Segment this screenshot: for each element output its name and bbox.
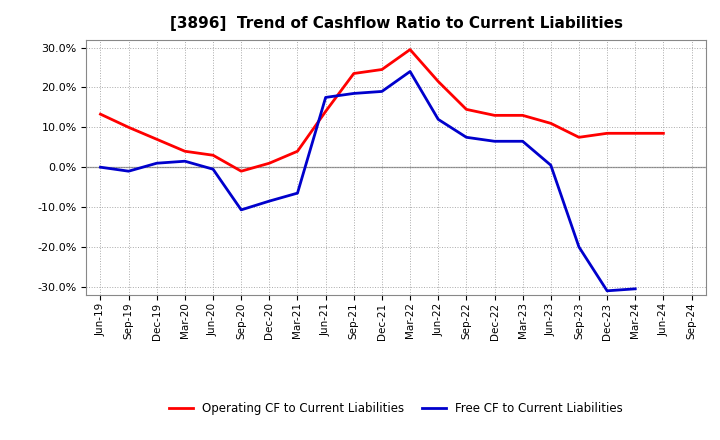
Title: [3896]  Trend of Cashflow Ratio to Current Liabilities: [3896] Trend of Cashflow Ratio to Curren… (169, 16, 623, 32)
Legend: Operating CF to Current Liabilities, Free CF to Current Liabilities: Operating CF to Current Liabilities, Fre… (164, 398, 628, 420)
